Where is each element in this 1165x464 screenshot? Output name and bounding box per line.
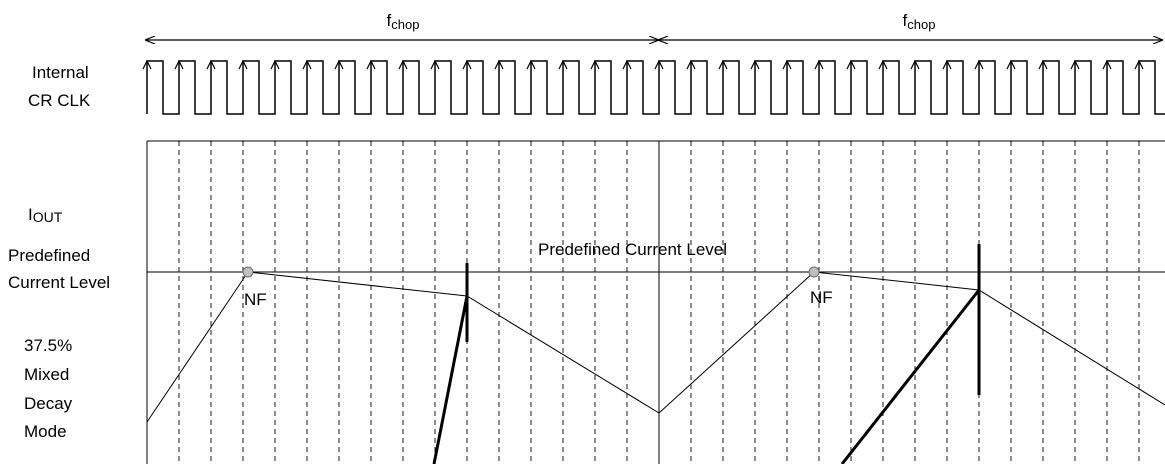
clock-edge-arrow bbox=[142, 59, 152, 70]
iout-label: IOUT bbox=[28, 205, 62, 225]
mixed-decay-fast-line-1 bbox=[432, 295, 469, 464]
fchop-label-2: fchop bbox=[896, 10, 942, 36]
clock-edge-arrow bbox=[1070, 59, 1080, 70]
clock-edge-arrow bbox=[1134, 59, 1144, 70]
clock-edge-arrows bbox=[142, 59, 1144, 70]
current-waveform-panel bbox=[146, 140, 1165, 464]
clock-edge-arrow bbox=[718, 59, 728, 70]
clock-label-line-1: Internal bbox=[32, 63, 89, 82]
clock-edge-arrow bbox=[878, 59, 888, 70]
clock-edge-arrow bbox=[174, 59, 184, 70]
fchop-label-1: fchop bbox=[380, 10, 426, 36]
nf-label-1: NF bbox=[244, 290, 267, 309]
current-trace-period-2 bbox=[658, 271, 1165, 414]
clock-edge-arrow bbox=[974, 59, 984, 70]
clock-edge-arrow bbox=[1102, 59, 1112, 70]
fchop-label-base: f bbox=[386, 11, 392, 30]
mode-label-line-4: Mode bbox=[24, 422, 67, 441]
clock-edge-arrow bbox=[942, 59, 952, 70]
clock-edge-arrow bbox=[238, 59, 248, 70]
clock-edge-arrow bbox=[558, 59, 568, 70]
fchop-label-sub: chop bbox=[907, 17, 936, 32]
clock-edge-arrow bbox=[270, 59, 280, 70]
predefined-label-line-2: Current Level bbox=[8, 273, 111, 292]
clock-pulses bbox=[146, 60, 1165, 115]
clock-edge-arrow bbox=[430, 59, 440, 70]
internal-cr-clock-waveform bbox=[142, 59, 1165, 115]
clock-edge-arrow bbox=[302, 59, 312, 70]
clock-edge-arrow bbox=[494, 59, 504, 70]
clock-edge-arrow bbox=[334, 59, 344, 70]
clock-edge-arrow bbox=[910, 59, 920, 70]
iout-label-sub: OUT bbox=[32, 209, 63, 225]
clock-edge-arrow bbox=[750, 59, 760, 70]
predefined-label-line-1: Predefined bbox=[8, 246, 91, 265]
clock-edge-arrow bbox=[654, 59, 664, 70]
clock-edge-arrow bbox=[782, 59, 792, 70]
clock-edge-arrow bbox=[814, 59, 824, 70]
mode-label-line-2: Mixed bbox=[24, 365, 70, 384]
clock-edge-arrow bbox=[622, 59, 632, 70]
clock-edge-arrow bbox=[590, 59, 600, 70]
nf-marker-1 bbox=[242, 266, 254, 278]
fchop-label-sub: chop bbox=[391, 17, 420, 32]
clock-edge-arrow bbox=[1006, 59, 1016, 70]
clock-edge-arrow bbox=[462, 59, 472, 70]
current-trace-period-1 bbox=[146, 271, 660, 423]
nf-label-2: NF bbox=[810, 288, 833, 307]
clock-edge-arrow bbox=[686, 59, 696, 70]
nf-marker-2 bbox=[808, 266, 820, 278]
clock-edge-arrow bbox=[366, 59, 376, 70]
clock-edge-arrow bbox=[526, 59, 536, 70]
iout-label-base: I bbox=[28, 205, 33, 224]
mode-label-line-1: 37.5% bbox=[24, 336, 73, 355]
fchop-label-base: f bbox=[902, 11, 908, 30]
clock-edge-arrow bbox=[206, 59, 216, 70]
mode-label-line-3: Decay bbox=[24, 394, 73, 413]
clock-label-line-2: CR CLK bbox=[28, 91, 91, 110]
mixed-decay-fast-line-2 bbox=[840, 289, 981, 464]
predefined-current-level-annotation: Predefined Current Level bbox=[538, 240, 728, 259]
clock-edge-arrow bbox=[846, 59, 856, 70]
clock-edge-arrow bbox=[398, 59, 408, 70]
clock-edge-arrow bbox=[1038, 59, 1048, 70]
